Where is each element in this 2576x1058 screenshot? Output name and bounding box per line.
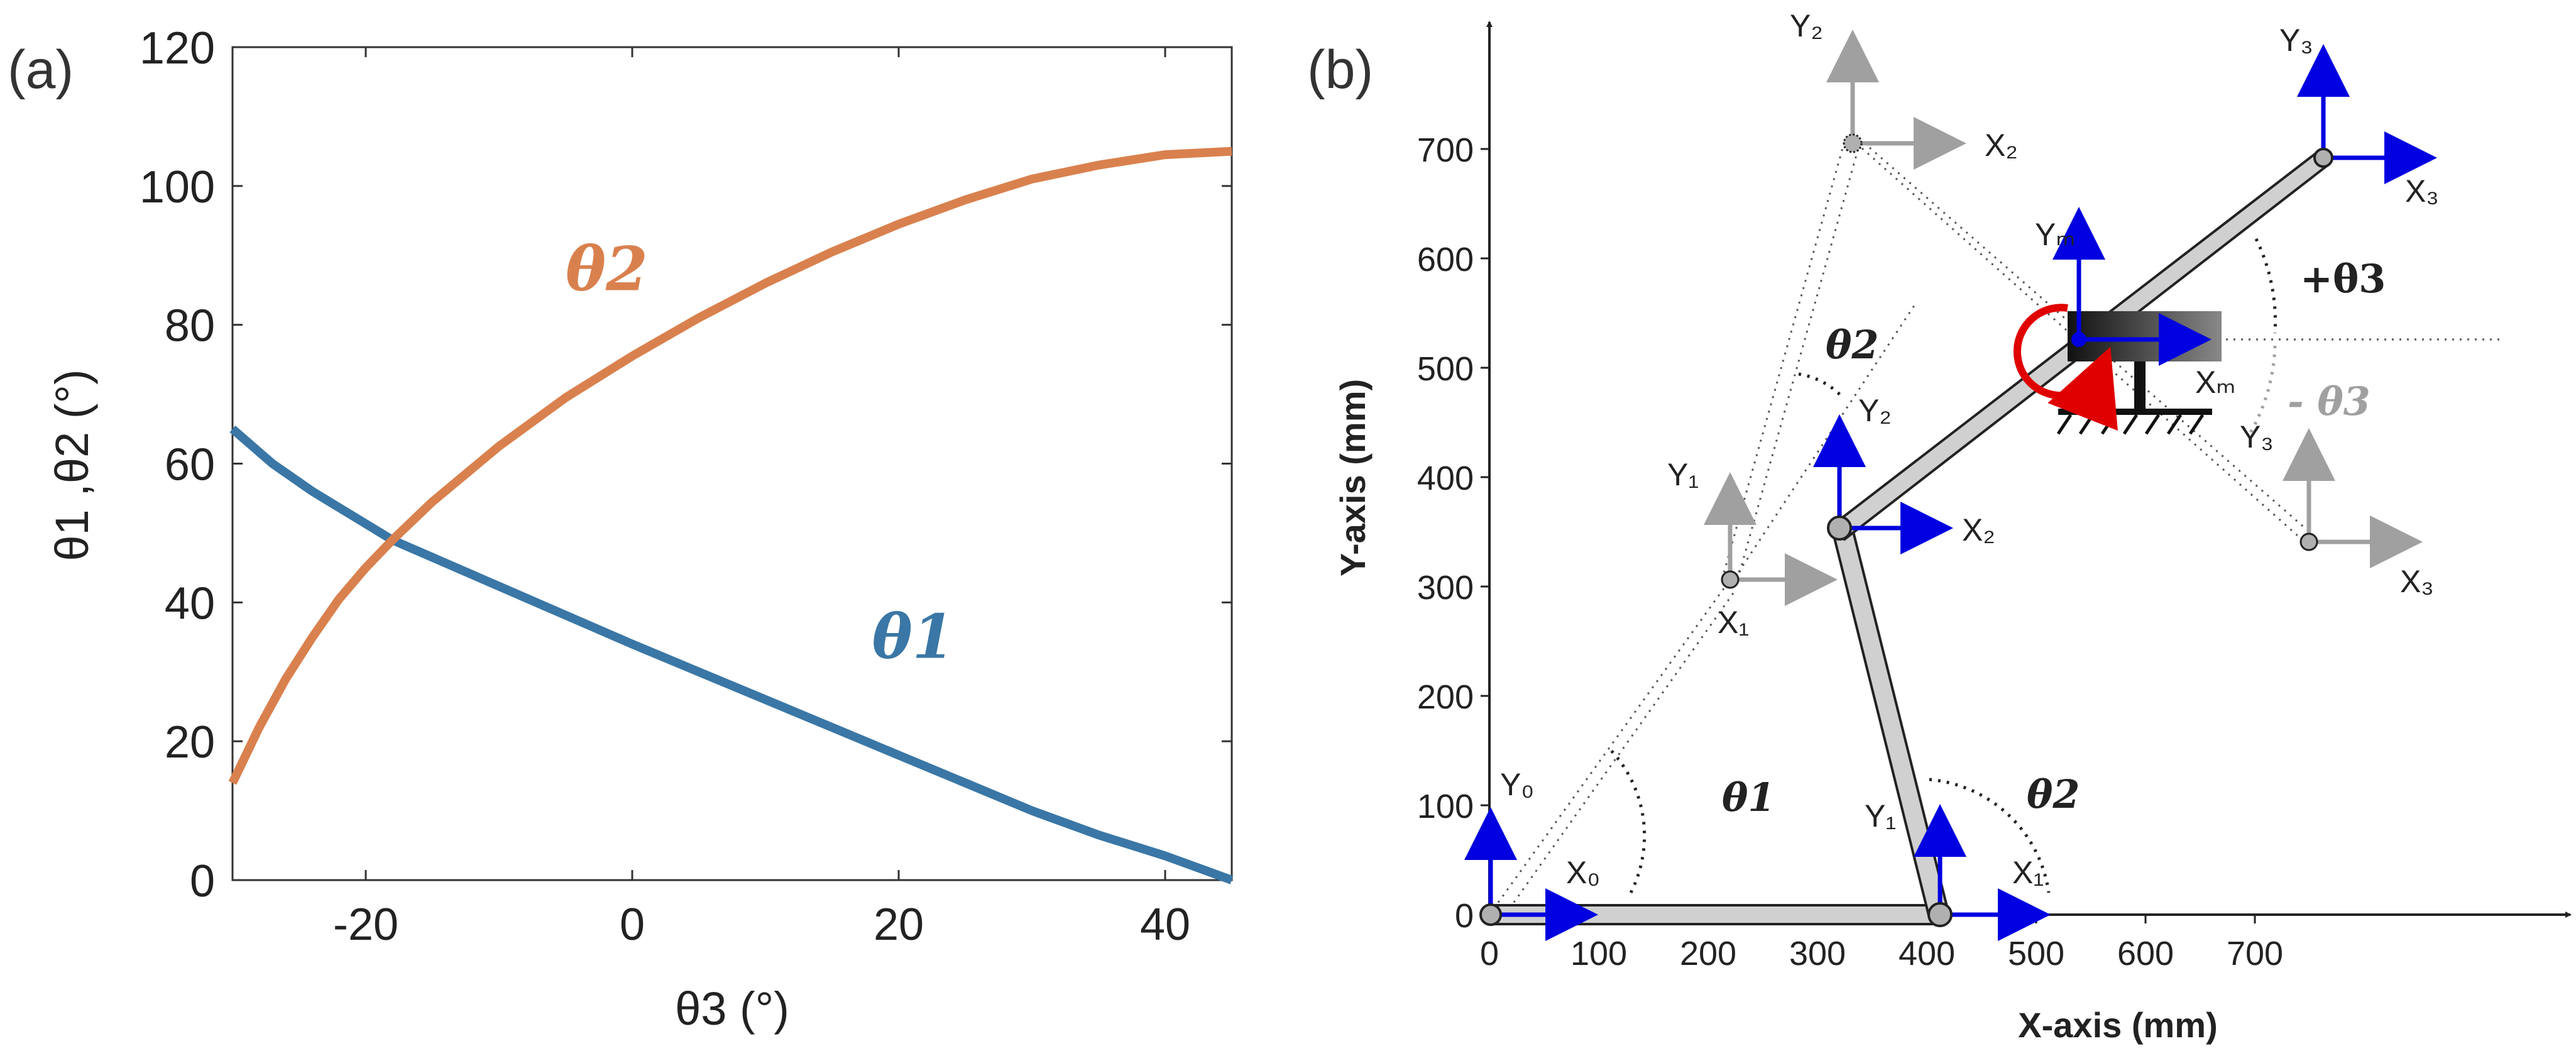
chart-b-x-axis-label: X-axis (mm) [2018,1005,2217,1045]
chart-a-y-ticks: 0 20 40 60 80 100 120 [140,23,1232,906]
hatch-line [2100,414,2117,435]
arc-theta2-alt [1798,372,1841,396]
annotation-theta2: θ2 [2027,771,2080,817]
joint-1 [1927,902,1953,927]
chart-a-x-ticks: -20 0 20 40 [333,47,1190,950]
chart-a-x-tick-label: -20 [333,900,398,950]
chart-b-y-tick-label: 100 [1417,788,1474,825]
dotted-link-0-to-j1alt-b [1504,589,1737,915]
frame-m-x-label: Xₘ [2195,365,2236,400]
arc-theta1 [1608,747,1647,894]
chart-b-y-tick-label: 0 [1455,897,1474,935]
joint-3-alt [2299,532,2318,551]
chart-b-x-tick-label: 300 [1789,935,1846,973]
hatch-line [2056,414,2073,435]
chart-a-y-tick-label: 100 [140,162,215,212]
joint-3 [2313,148,2333,168]
frame-1-x-label: X₁ [2012,855,2044,890]
chart-a-y-tick-label: 40 [165,578,215,629]
chart-b-x-tick-label: 0 [1480,935,1499,973]
chart-b-y-tick-label: 600 [1417,241,1474,278]
chart-a-x-tick-label: 0 [620,900,645,950]
joint-motor [2071,332,2086,347]
angle-arcs [1608,238,2277,894]
chart-b-x-tick-label: 700 [2227,935,2283,973]
chart-a-x-tick-label: 20 [874,900,924,950]
chart-b-x-ticks: 0 100 200 300 400 500 600 700 [1480,915,2283,973]
chart-b-y-tick-label: 200 [1417,678,1474,716]
chart-a-y-tick-label: 20 [165,717,215,768]
chart-a-series-line-1 [229,426,1234,884]
annotation-theta3-neg: - θ3 [2288,378,2370,424]
chart-b: 0 100 200 300 400 500 600 700 0 100 200 300 400 500 6… [1333,8,2572,1045]
frame-3-y-label: Y₃ [2279,23,2313,58]
hatch-line [2078,414,2095,435]
chart-a-y-tick-label: 0 [190,856,215,906]
link-2 [1830,520,1950,920]
construction-lines [1488,137,2501,915]
joints [1479,133,2333,927]
chart-b-y-tick-label: 500 [1417,350,1474,388]
chart-b-y-tick-label: 400 [1417,460,1474,497]
frame-1-y-label: Y₁ [1865,798,1896,834]
chart-b-x-tick-label: 100 [1570,935,1627,973]
annotation-theta3-pos: +θ3 [2300,256,2386,302]
frame-3-x-label: X₃ [2405,174,2439,209]
frame-m-y-label: Yₘ [2035,217,2076,252]
chart-a-annotation-theta2: θ2 [566,233,648,304]
chart-a-annotation-theta1: θ1 [872,602,955,673]
frame-3-alt-x-label: X₃ [2400,564,2434,599]
frame-0-x-label: X₀ [1566,855,1600,890]
chart-b-x-tick-label: 500 [2008,935,2064,973]
chart-a-x-tick-label: 40 [1140,900,1190,950]
chart-a-series-line-2 [228,146,1232,785]
joint-2-alt [1843,133,1863,153]
chart-a-y-tick-label: 80 [165,301,215,351]
dotted-link-0-to-j1alt-a [1488,579,1731,915]
ground-hatch [2056,414,2205,435]
panel-b-label: (b) [1307,40,1373,100]
annotation-theta1: θ1 [1722,774,1775,820]
dotted-link-j1alt-to-j2alt-b [1736,141,1861,580]
motor-body [2068,311,2222,361]
chart-a-lines [228,146,1234,884]
frame-1-alt-x-label: X₁ [1718,605,1749,640]
chart-b-y-tick-label: 300 [1417,569,1474,607]
hatch-line [2144,414,2161,435]
hatch-line [2166,414,2183,435]
links [1488,149,2330,925]
hatch-line [2188,414,2205,435]
frame-2-alt-y-label: Y₂ [1790,8,1823,43]
arc-theta3-neg [2248,345,2277,435]
frame-2-y-label: Y₂ [1858,393,1892,428]
chart-b-y-axis-label: Y-axis (mm) [1333,379,1373,576]
dotted-link-j2alt-to-j3alt-b [1869,146,2316,539]
frame-2-x-label: X₂ [1962,512,1995,548]
chart-a-y-tick-label: 120 [140,23,215,74]
joint-0 [1479,903,1502,926]
chart-b-y-tick-label: 700 [1417,131,1474,169]
chart-b-x-tick-label: 600 [2117,935,2174,973]
chart-a: 0 20 40 60 80 100 120 -20 0 20 40 θ1 ,θ2 (°) θ3 (… [46,23,1234,1035]
chart-b-y-ticks: 0 100 200 300 400 500 600 700 [1417,131,1489,935]
arc-theta3-pos [2254,238,2277,334]
joint-1-alt [1721,570,1740,589]
arc-theta2 [1929,778,2051,893]
frame-1-alt-y-label: Y₁ [1667,457,1699,492]
chart-a-x-axis-label: θ3 (°) [675,983,789,1035]
chart-a-y-tick-label: 60 [165,440,215,490]
chart-b-x-tick-label: 200 [1680,935,1736,973]
annotation-theta2-alt: θ2 [1826,322,1879,368]
frame-2-alt-x-label: X₂ [1985,128,2018,163]
chart-b-x-tick-label: 400 [1899,935,1955,973]
frame-3-alt-y-label: Y₃ [2240,419,2274,455]
hatch-line [2122,414,2139,435]
joint-2 [1827,515,1852,541]
panel-a-label: (a) [8,40,74,100]
motor-rotation-arrow [2013,304,2118,431]
chart-a-y-axis-label: θ1 ,θ2 (°) [46,369,98,561]
frame-0-y-label: Y₀ [1500,767,1534,802]
